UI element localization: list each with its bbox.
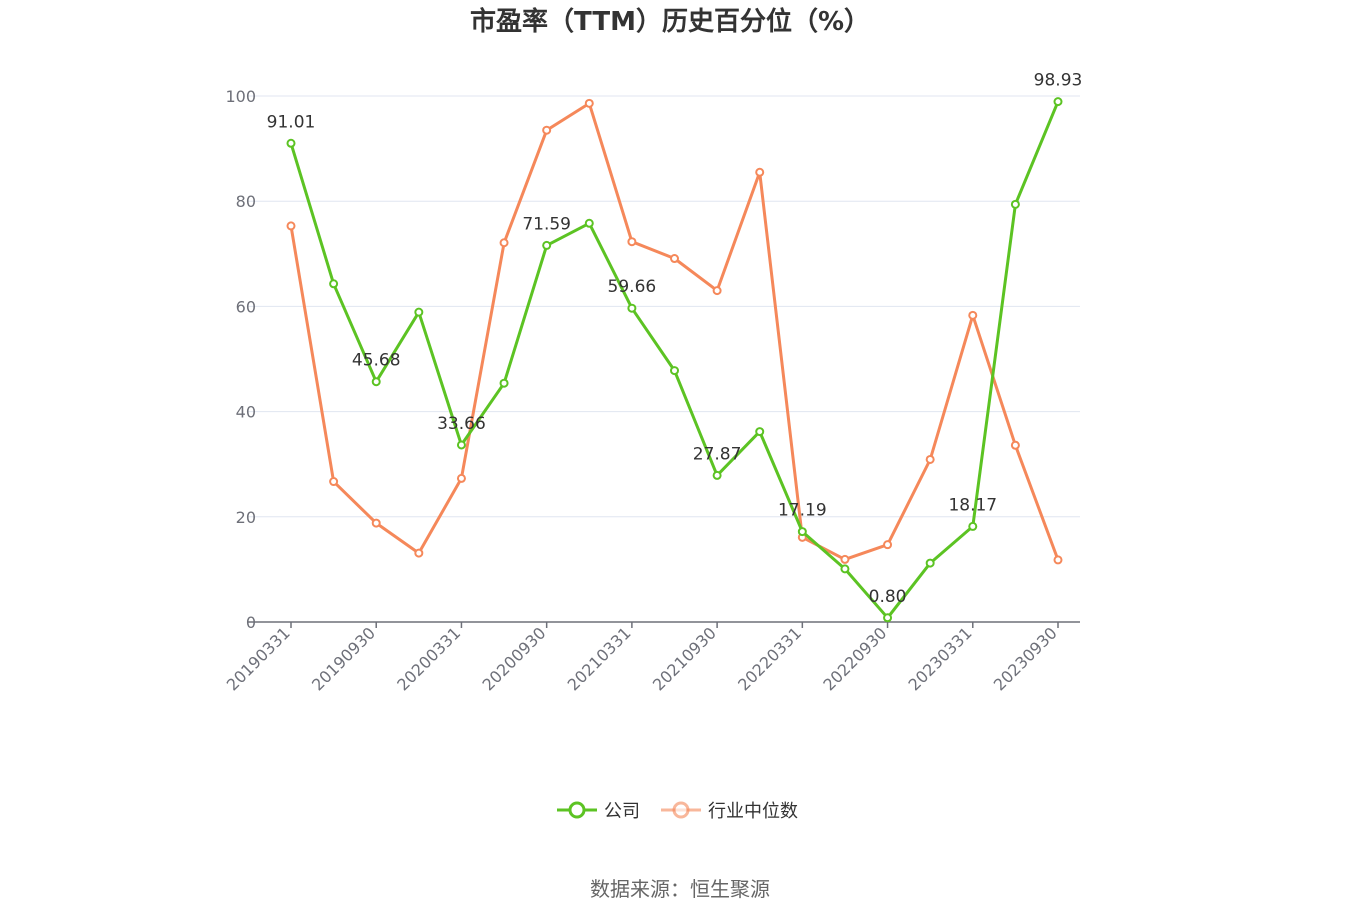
- series-point[interactable]: [1053, 555, 1063, 565]
- data-label: 45.68: [352, 351, 401, 371]
- data-label: 71.59: [522, 214, 571, 234]
- series-point[interactable]: [670, 254, 679, 264]
- series-point[interactable]: [755, 167, 765, 177]
- data-label: 27.87: [693, 444, 742, 464]
- y-tick-label: 60: [236, 297, 256, 316]
- series-point[interactable]: [968, 310, 978, 320]
- series-point[interactable]: [542, 240, 552, 250]
- y-tick-label: 80: [236, 192, 256, 211]
- series-point[interactable]: [371, 518, 381, 528]
- series-point[interactable]: [329, 477, 339, 487]
- x-tick-label: 20200930: [478, 623, 549, 694]
- data-label: 33.66: [437, 414, 486, 434]
- series-point[interactable]: [968, 521, 978, 531]
- series-point[interactable]: [627, 303, 637, 313]
- series-point[interactable]: [670, 366, 679, 376]
- series-point[interactable]: [329, 279, 339, 289]
- series-point[interactable]: [1010, 440, 1020, 450]
- series-point[interactable]: [925, 558, 935, 568]
- series-point[interactable]: [456, 440, 466, 450]
- series-point[interactable]: [1053, 97, 1063, 107]
- data-label: 17.19: [778, 501, 827, 521]
- x-tick-label: 20210930: [649, 623, 720, 694]
- y-tick-label: 20: [236, 508, 256, 527]
- y-tick-label: 100: [225, 87, 256, 106]
- series-point[interactable]: [456, 473, 466, 483]
- legend-marker: [672, 801, 690, 819]
- x-tick-label: 20230930: [990, 623, 1061, 694]
- chart-title: 市盈率（TTM）历史百分位（%）: [470, 6, 870, 37]
- x-tick-label: 20220331: [734, 623, 805, 694]
- series-point[interactable]: [712, 470, 722, 480]
- x-tick-label: 20190930: [308, 623, 379, 694]
- series-point[interactable]: [584, 218, 594, 228]
- series-point[interactable]: [499, 238, 509, 248]
- x-tick-label: 20220930: [819, 623, 890, 694]
- legend-item-0[interactable]: 公司: [557, 801, 640, 822]
- series-point[interactable]: [286, 138, 296, 148]
- series-point[interactable]: [542, 125, 552, 135]
- series-point[interactable]: [627, 237, 637, 247]
- legend-label: 行业中位数: [708, 801, 798, 822]
- series-point[interactable]: [840, 554, 850, 564]
- legend-label: 公司: [604, 801, 640, 822]
- data-labels: 91.01 45.68 33.66 71.59 59.66 27.87 17.19 0.80 1…: [267, 71, 1083, 607]
- series-point[interactable]: [797, 527, 807, 537]
- x-tick-label: 20200331: [393, 623, 464, 694]
- data-label: 91.01: [267, 112, 316, 132]
- series-point[interactable]: [883, 613, 893, 623]
- source-note: 数据来源：恒生聚源: [590, 877, 770, 901]
- series-layer: [286, 97, 1063, 623]
- series-point[interactable]: [712, 286, 722, 296]
- series-line-0: [289, 101, 1060, 620]
- series-point[interactable]: [584, 98, 594, 108]
- legend-item-1[interactable]: 行业中位数: [661, 801, 798, 822]
- series-point[interactable]: [499, 378, 509, 388]
- series-point[interactable]: [925, 454, 935, 464]
- series-point[interactable]: [371, 377, 381, 387]
- series-point[interactable]: [1010, 199, 1020, 209]
- data-label: 0.80: [869, 587, 907, 607]
- legend-marker: [568, 801, 586, 819]
- series-point[interactable]: [840, 564, 850, 574]
- x-tick-label: 20210331: [564, 623, 635, 694]
- series-point[interactable]: [883, 540, 893, 550]
- data-label: 18.17: [948, 495, 997, 515]
- series-point[interactable]: [414, 307, 424, 317]
- x-tick-label: 20230331: [905, 623, 976, 694]
- grid: [248, 95, 1080, 518]
- data-label: 59.66: [608, 277, 657, 297]
- data-label: 98.93: [1034, 71, 1083, 91]
- y-tick-label: 40: [236, 403, 256, 422]
- legend[interactable]: 公司 行业中位数: [557, 801, 798, 822]
- series-point[interactable]: [286, 221, 296, 231]
- series-point[interactable]: [414, 548, 424, 558]
- x-tick-label: 20190331: [223, 623, 294, 694]
- series-point[interactable]: [755, 427, 765, 437]
